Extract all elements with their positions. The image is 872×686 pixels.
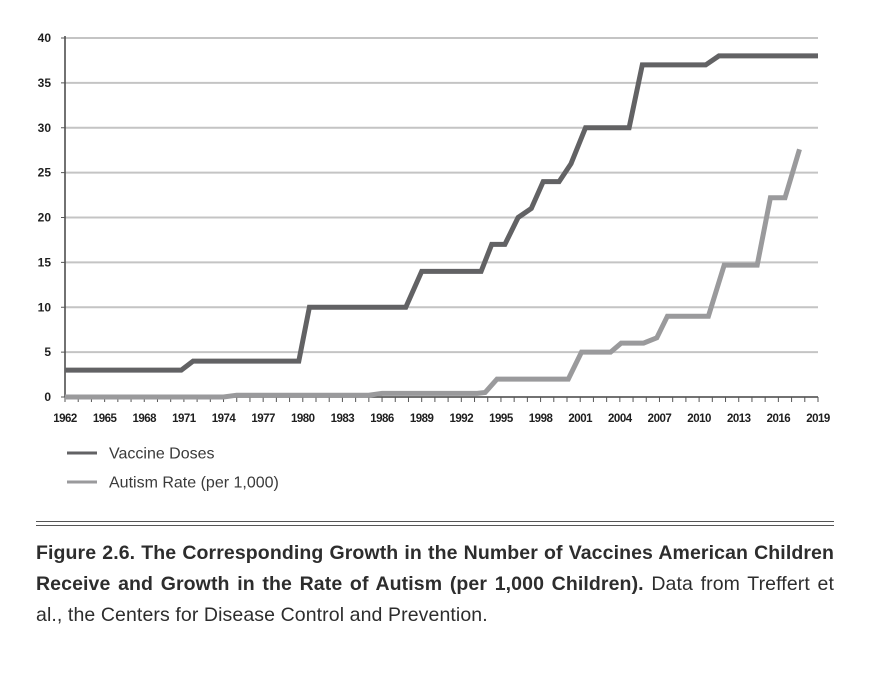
caption-source: Data from Treffert et al., the Centers f… bbox=[36, 573, 834, 626]
x-tick-label-1992: 1992 bbox=[450, 413, 474, 425]
x-tick-label-1989: 1989 bbox=[410, 413, 434, 425]
y-tick-label-40: 40 bbox=[38, 31, 52, 45]
x-tick-label-1998: 1998 bbox=[529, 413, 554, 425]
x-tick-label-1971: 1971 bbox=[172, 413, 197, 425]
x-tick-label-2019: 2019 bbox=[806, 413, 830, 425]
figure-caption: Figure 2.6. The Corresponding Growth in … bbox=[36, 538, 834, 631]
y-tick-label-35: 35 bbox=[38, 76, 52, 90]
x-tick-label-1977: 1977 bbox=[251, 413, 275, 425]
series-lines bbox=[65, 53, 818, 400]
x-tick-label-1995: 1995 bbox=[489, 413, 514, 425]
legend-label-vaccine-doses: Vaccine Doses bbox=[109, 446, 215, 463]
caption-rule-bottom bbox=[36, 525, 834, 526]
y-axis-ticks: 0 5 10 15 20 25 30 35 40 bbox=[38, 31, 65, 404]
x-tick-label-1965: 1965 bbox=[93, 413, 118, 425]
y-tick-label-20: 20 bbox=[38, 211, 52, 225]
x-tick-label-2004: 2004 bbox=[608, 413, 633, 425]
series-line-vaccine-doses bbox=[65, 53, 818, 373]
x-tick-label-2013: 2013 bbox=[727, 413, 751, 425]
y-tick-label-30: 30 bbox=[38, 121, 52, 135]
series-line-autism-rate bbox=[65, 148, 802, 400]
x-tick-label-1986: 1986 bbox=[370, 413, 394, 425]
line-chart: 0 5 10 15 20 25 30 35 40 1962 1965 1968 1971 1974 197… bbox=[38, 31, 831, 492]
x-tick-label-1968: 1968 bbox=[132, 413, 157, 425]
x-tick-label-1983: 1983 bbox=[331, 413, 355, 425]
x-tick-label-1980: 1980 bbox=[291, 413, 315, 425]
x-tick-label-1974: 1974 bbox=[212, 413, 237, 425]
x-tick-label-2016: 2016 bbox=[767, 413, 791, 425]
gridlines bbox=[65, 37, 818, 354]
y-tick-label-25: 25 bbox=[38, 166, 52, 180]
y-tick-label-10: 10 bbox=[38, 300, 52, 314]
y-tick-label-0: 0 bbox=[44, 390, 51, 404]
x-tick-label-2001: 2001 bbox=[568, 413, 593, 425]
y-tick-label-5: 5 bbox=[44, 345, 51, 359]
caption-title: Figure 2.6. The Corresponding Growth in … bbox=[36, 542, 834, 595]
x-axis-ticks: 1962 1965 1968 1971 1974 1977 1980 1983 1986 1989… bbox=[53, 397, 830, 425]
x-tick-label-2007: 2007 bbox=[648, 413, 672, 425]
y-tick-label-15: 15 bbox=[38, 255, 52, 269]
legend: Vaccine Doses Autism Rate (per 1,000) bbox=[67, 446, 279, 492]
x-tick-label-2010: 2010 bbox=[687, 413, 711, 425]
legend-label-autism-rate: Autism Rate (per 1,000) bbox=[109, 475, 279, 492]
x-tick-label-1962: 1962 bbox=[53, 413, 77, 425]
caption-rule-top bbox=[36, 521, 834, 522]
